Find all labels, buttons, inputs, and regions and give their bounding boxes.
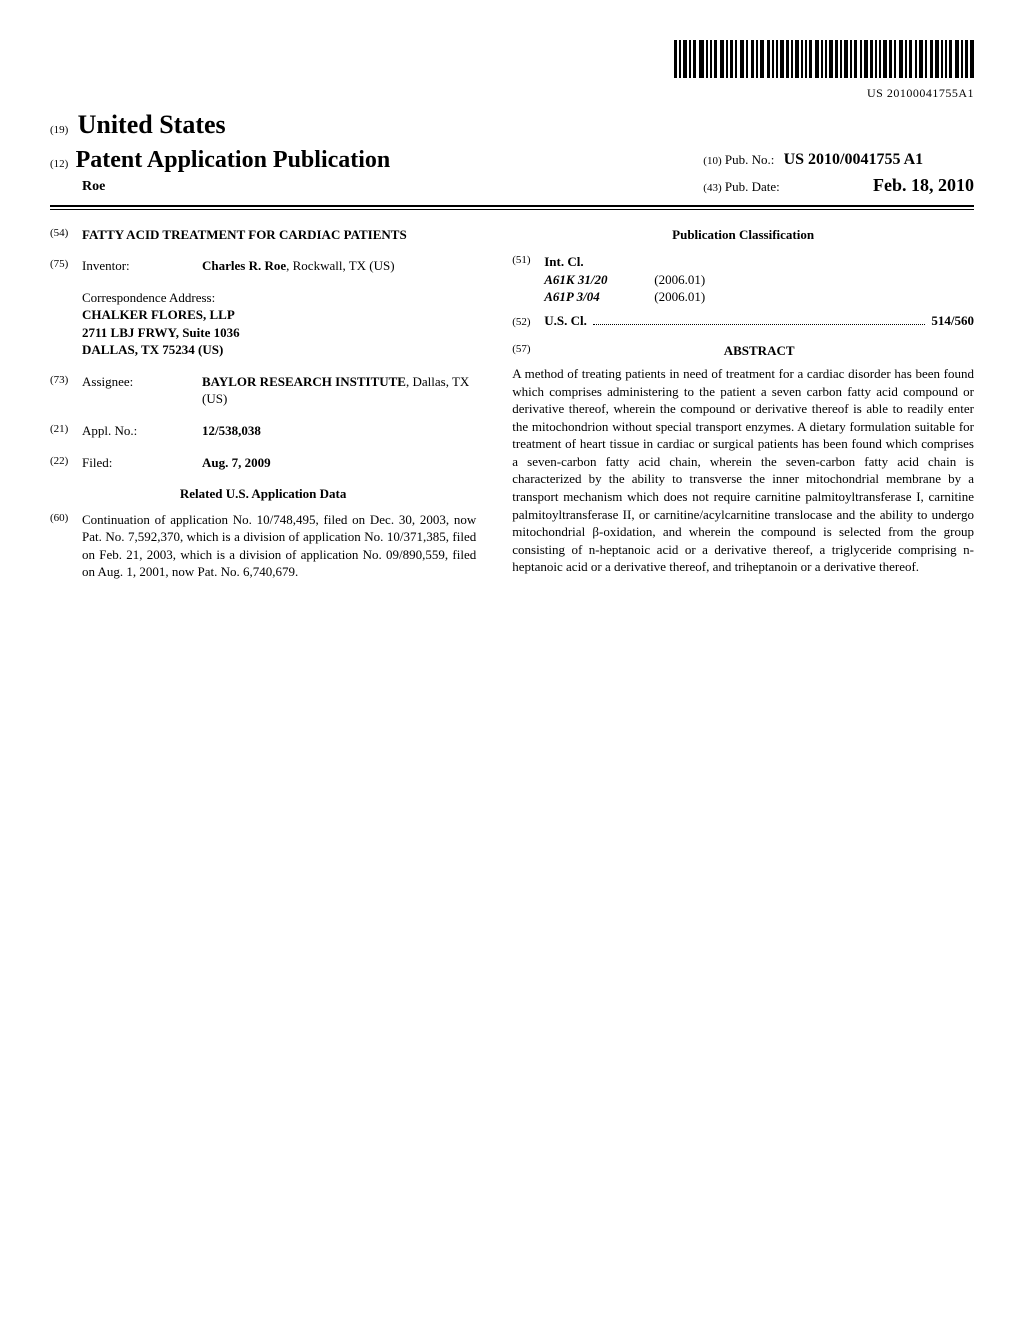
- intcl-num: (51): [512, 253, 544, 306]
- corr-line1: CHALKER FLORES, LLP: [82, 306, 476, 324]
- right-column: Publication Classification (51) Int. Cl.…: [512, 226, 974, 581]
- intcl-code: A61K 31/20: [544, 271, 654, 289]
- abstract-header-row: (57) ABSTRACT: [512, 342, 974, 360]
- corr-line2: 2711 LBJ FRWY, Suite 1036: [82, 324, 476, 342]
- publication-type: Patent Application Publication: [76, 147, 391, 173]
- pap-num: (12): [50, 158, 68, 170]
- intcl-item: A61P 3/04 (2006.01): [544, 288, 705, 306]
- pubno-num: (10): [703, 155, 721, 167]
- uscl-dots: [593, 324, 926, 325]
- main-columns: (54) FATTY ACID TREATMENT FOR CARDIAC PA…: [50, 226, 974, 581]
- intcl-code: A61P 3/04: [544, 288, 654, 306]
- related-header: Related U.S. Application Data: [50, 485, 476, 503]
- filed-num: (22): [50, 454, 82, 469]
- divider-thick: [50, 205, 974, 207]
- uscl-label: U.S. Cl.: [544, 312, 587, 330]
- title-text: FATTY ACID TREATMENT FOR CARDIAC PATIENT…: [82, 226, 476, 244]
- uscl-value: 514/560: [931, 312, 974, 330]
- inventor-name: Charles R. Roe: [202, 258, 286, 273]
- filed-value: Aug. 7, 2009: [202, 454, 476, 472]
- header: (19) United States (12) Patent Applicati…: [50, 107, 974, 197]
- intcl-list: A61K 31/20 (2006.01) A61P 3/04 (2006.01): [544, 271, 705, 306]
- corr-label: Correspondence Address:: [82, 289, 476, 307]
- applno-value: 12/538,038: [202, 422, 476, 440]
- barcode: [674, 40, 974, 78]
- author-line: Roe: [82, 178, 663, 197]
- intcl-label: Int. Cl.: [544, 253, 705, 271]
- abstract-header: ABSTRACT: [544, 342, 974, 360]
- inventor-row: (75) Inventor: Charles R. Roe, Rockwall,…: [50, 257, 476, 275]
- assignee-name: BAYLOR RESEARCH INSTITUTE: [202, 374, 406, 389]
- pubno-value: US 2010/0041755 A1: [784, 151, 924, 168]
- applno-num: (21): [50, 422, 82, 437]
- cont-text: Continuation of application No. 10/748,4…: [82, 511, 476, 581]
- publication-type-line: (12) Patent Application Publication: [50, 144, 663, 176]
- pubdate-value: Feb. 18, 2010: [873, 175, 974, 195]
- title-num: (54): [50, 226, 82, 241]
- applno-label: Appl. No.:: [82, 422, 202, 440]
- title-row: (54) FATTY ACID TREATMENT FOR CARDIAC PA…: [50, 226, 476, 244]
- divider-thin: [50, 209, 974, 210]
- abstract-num: (57): [512, 342, 544, 360]
- inventor-value: Charles R. Roe, Rockwall, TX (US): [202, 257, 476, 275]
- assignee-row: (73) Assignee: BAYLOR RESEARCH INSTITUTE…: [50, 373, 476, 408]
- pubdate-num: (43): [703, 182, 721, 194]
- assignee-num: (73): [50, 373, 82, 388]
- country-name: United States: [78, 110, 226, 139]
- filed-label: Filed:: [82, 454, 202, 472]
- pub-date-line: (43) Pub. Date: Feb. 18, 2010: [703, 173, 974, 197]
- inventor-num: (75): [50, 257, 82, 272]
- correspondence-block: Correspondence Address: CHALKER FLORES, …: [82, 289, 476, 359]
- pubdate-label: Pub. Date:: [725, 179, 780, 194]
- barcode-caption: US 20100041755A1: [50, 85, 974, 101]
- pubclass-header: Publication Classification: [512, 226, 974, 244]
- uscl-row: (52) U.S. Cl. 514/560: [512, 312, 974, 330]
- intcl-year: (2006.01): [654, 288, 705, 306]
- intcl-row: (51) Int. Cl. A61K 31/20 (2006.01) A61P …: [512, 253, 974, 306]
- continuation-row: (60) Continuation of application No. 10/…: [50, 511, 476, 581]
- filed-row: (22) Filed: Aug. 7, 2009: [50, 454, 476, 472]
- abstract-text: A method of treating patients in need of…: [512, 365, 974, 576]
- country-line: (19) United States: [50, 107, 663, 142]
- left-column: (54) FATTY ACID TREATMENT FOR CARDIAC PA…: [50, 226, 476, 581]
- pub-no-line: (10) Pub. No.: US 2010/0041755 A1: [703, 149, 974, 171]
- corr-line3: DALLAS, TX 75234 (US): [82, 341, 476, 359]
- barcode-block: US 20100041755A1: [50, 40, 974, 101]
- uscl-num: (52): [512, 315, 544, 330]
- applno-row: (21) Appl. No.: 12/538,038: [50, 422, 476, 440]
- intcl-item: A61K 31/20 (2006.01): [544, 271, 705, 289]
- assignee-label: Assignee:: [82, 373, 202, 391]
- cont-num: (60): [50, 511, 82, 581]
- inventor-loc: , Rockwall, TX (US): [286, 258, 394, 273]
- inventor-label: Inventor:: [82, 257, 202, 275]
- pubno-label: Pub. No.:: [725, 152, 774, 167]
- assignee-value: BAYLOR RESEARCH INSTITUTE, Dallas, TX (U…: [202, 373, 476, 408]
- intcl-year: (2006.01): [654, 271, 705, 289]
- country-num: (19): [50, 124, 68, 136]
